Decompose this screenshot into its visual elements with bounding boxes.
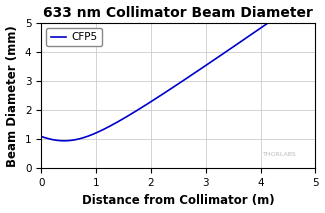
Text: THORLABS: THORLABS bbox=[263, 152, 296, 157]
Line: CFP5: CFP5 bbox=[41, 0, 316, 141]
CFP5 bbox=[150, 99, 154, 102]
Legend: CFP5: CFP5 bbox=[46, 28, 102, 46]
CFP5 bbox=[254, 30, 257, 33]
CFP5 bbox=[62, 140, 66, 142]
Y-axis label: Beam Diameter (mm): Beam Diameter (mm) bbox=[6, 25, 19, 167]
CFP5 bbox=[39, 135, 43, 138]
Title: 633 nm Collimator Beam Diameter: 633 nm Collimator Beam Diameter bbox=[43, 6, 313, 20]
CFP5 bbox=[160, 93, 164, 96]
CFP5 bbox=[68, 139, 72, 142]
CFP5 bbox=[228, 48, 232, 50]
X-axis label: Distance from Collimator (m): Distance from Collimator (m) bbox=[82, 194, 275, 207]
CFP5 bbox=[258, 27, 262, 30]
